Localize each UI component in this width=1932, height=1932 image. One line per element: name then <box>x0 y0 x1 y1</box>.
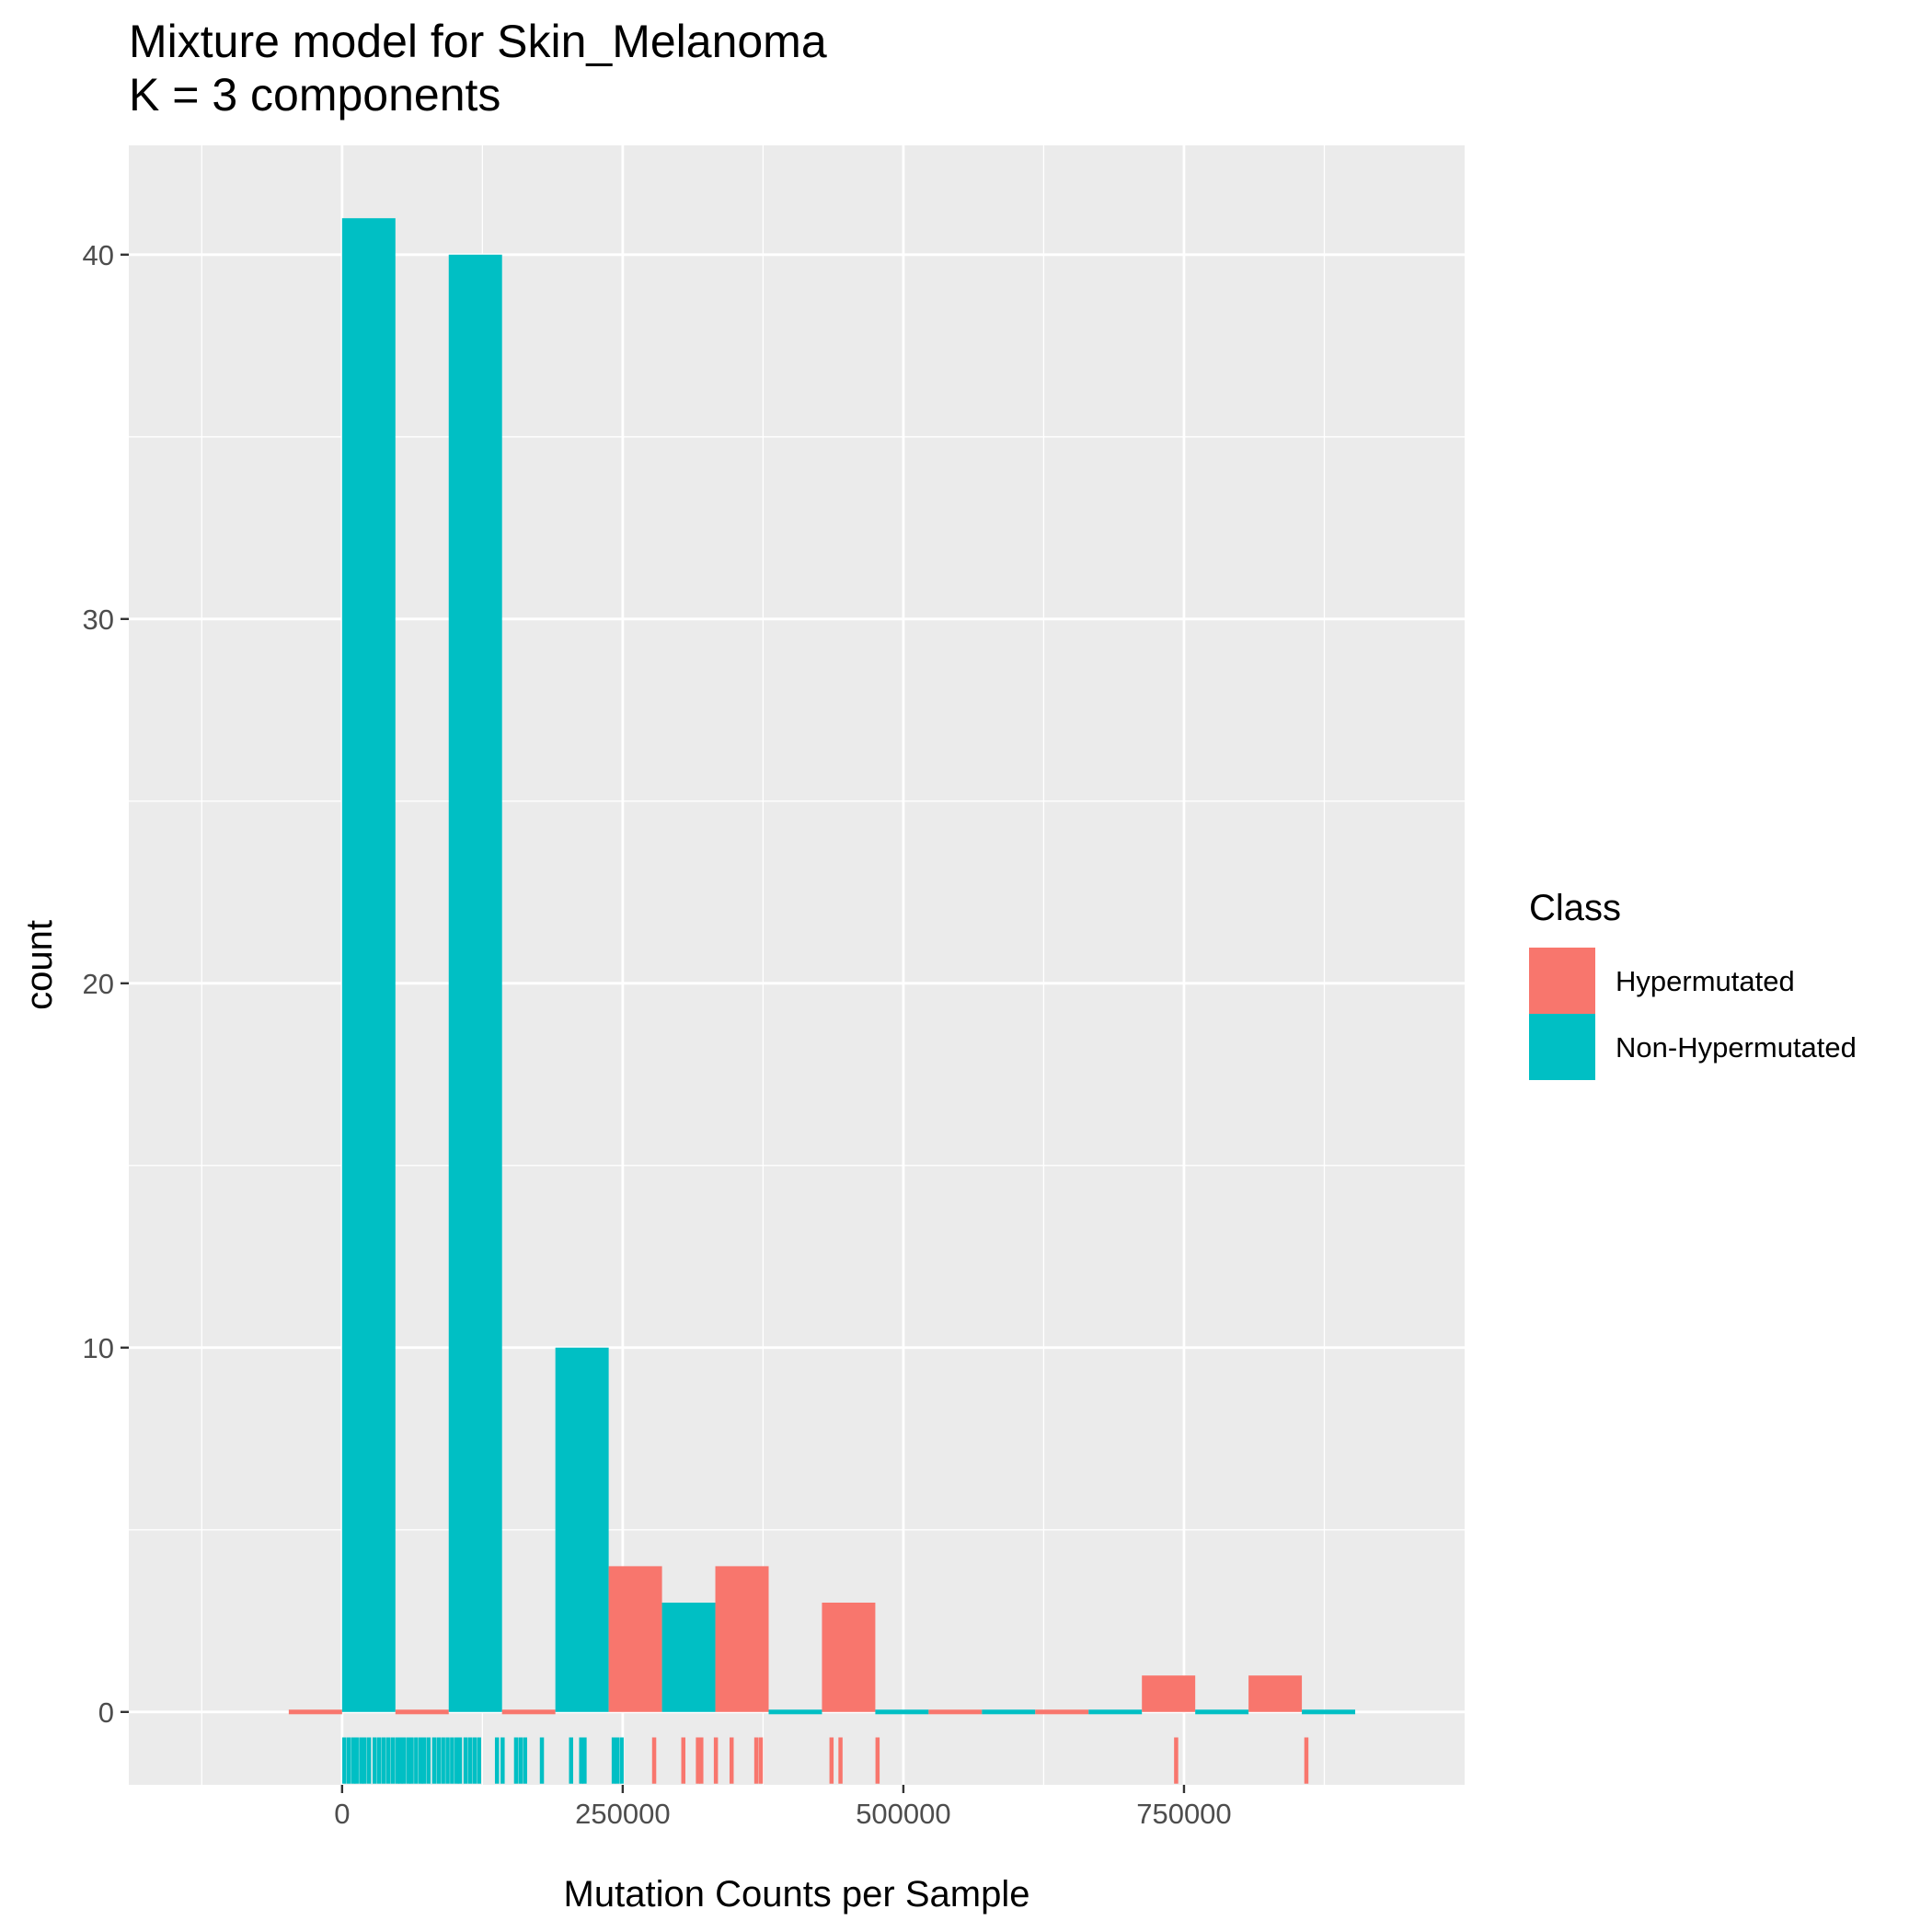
legend-title: Class <box>1529 888 1621 928</box>
chart-subtitle: K = 3 components <box>129 69 500 121</box>
legend-label: Non-Hypermutated <box>1616 1031 1857 1064</box>
y-tick-label: 30 <box>83 604 114 636</box>
bar <box>395 1709 449 1715</box>
bar <box>341 218 396 1712</box>
x-tick-label: 500000 <box>856 1798 950 1830</box>
bar <box>1035 1709 1089 1715</box>
bar <box>1088 1709 1143 1715</box>
rug-marks <box>342 1737 1309 1784</box>
bar <box>982 1709 1036 1715</box>
y-tick-label: 20 <box>83 968 114 1000</box>
bar <box>1142 1675 1196 1712</box>
legend: Class Hypermutated Non-Hypermutated <box>1529 888 1857 1080</box>
bar <box>661 1603 716 1712</box>
legend-swatch <box>1529 948 1595 1014</box>
bar <box>1248 1675 1303 1712</box>
bar <box>822 1603 876 1712</box>
x-tick-label: 0 <box>334 1798 350 1830</box>
bars <box>288 218 1356 1715</box>
bar <box>555 1347 609 1712</box>
x-tick-label: 750000 <box>1136 1798 1231 1830</box>
bar <box>715 1566 769 1712</box>
x-axis: 0 250000 500000 750000 <box>334 1785 1232 1830</box>
chart-title: Mixture model for Skin_Melanoma <box>129 16 827 67</box>
bar <box>928 1709 983 1715</box>
plot-panel <box>129 145 1465 1785</box>
bar <box>288 1709 342 1715</box>
legend-swatch <box>1529 1014 1595 1080</box>
y-tick-label: 10 <box>83 1332 114 1364</box>
bar <box>875 1709 929 1715</box>
y-axis: 0 10 20 30 40 <box>83 239 129 1729</box>
bar <box>768 1709 822 1715</box>
y-axis-title: count <box>19 920 60 1010</box>
x-axis-title: Mutation Counts per Sample <box>564 1874 1030 1915</box>
bar <box>1195 1709 1249 1715</box>
bar <box>501 1709 556 1715</box>
y-tick-label: 0 <box>98 1696 114 1729</box>
x-tick-label: 250000 <box>575 1798 670 1830</box>
bar <box>608 1566 662 1712</box>
y-tick-label: 40 <box>83 239 114 271</box>
bar <box>448 254 502 1712</box>
bar <box>1302 1709 1356 1715</box>
legend-label: Hypermutated <box>1616 965 1795 997</box>
